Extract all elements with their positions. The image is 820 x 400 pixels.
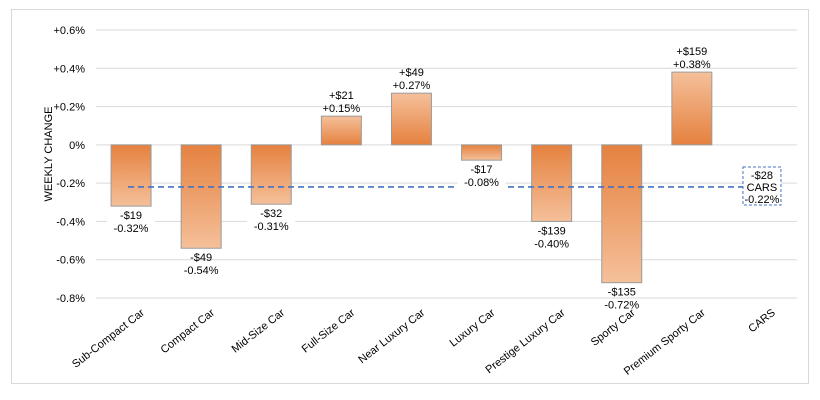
x-tick-label: Sporty Car <box>589 307 638 349</box>
data-labels: -$19-0.32% -$49-0.54% -$32-0.31% +$21+0.15%… <box>114 46 711 312</box>
bar-dollar-label: -$49 <box>190 252 212 264</box>
bar <box>180 144 222 249</box>
y-axis-label: WEEKLY CHANGE <box>43 107 55 202</box>
bar <box>671 71 713 146</box>
bar-percent-label: -0.72% <box>604 300 639 312</box>
x-tick-label: Sub-Compact Car <box>70 307 147 371</box>
reference-percent-label: -0.22% <box>745 194 780 206</box>
y-tick-label: -0.6% <box>56 255 85 267</box>
reference-dollar-label: -$28 <box>751 170 773 182</box>
x-tick-label: Near Luxury Car <box>356 307 427 366</box>
label-mask <box>107 208 156 237</box>
label-mask <box>247 206 296 235</box>
bar-percent-label: -0.40% <box>534 238 569 250</box>
y-tick-label: +0.6% <box>54 25 86 37</box>
bar-percent-label: -0.08% <box>464 177 499 189</box>
reference-label-box <box>742 166 782 206</box>
x-tick-label: Compact Car <box>159 307 218 357</box>
bars <box>110 71 713 284</box>
bar-percent-label: -0.32% <box>114 223 149 235</box>
label-mask <box>457 162 506 191</box>
bar-dollar-label: -$17 <box>471 164 493 176</box>
x-tick-label: Luxury Car <box>448 307 498 350</box>
x-tick-label: Mid-Size Car <box>230 307 288 356</box>
y-tick-label: -0.2% <box>56 178 85 190</box>
bar <box>250 144 292 205</box>
bar-percent-label: +0.15% <box>323 103 361 115</box>
bar-dollar-label: -$19 <box>120 210 142 222</box>
y-tick-label: -0.8% <box>56 293 85 305</box>
x-tick-label: CARS <box>746 307 777 335</box>
x-tick-label: Full-Size Car <box>300 307 358 356</box>
bar-percent-label: +0.27% <box>393 80 431 92</box>
y-tick-label: +0.2% <box>54 102 86 114</box>
bar-dollar-label: +$21 <box>329 90 354 102</box>
bar-percent-label: -0.31% <box>254 221 289 233</box>
bar <box>320 115 362 146</box>
bar-dollar-label: -$32 <box>260 208 282 220</box>
bar-dollar-label: +$159 <box>676 46 707 58</box>
bar <box>110 144 152 207</box>
bar-percent-label: +0.38% <box>673 59 711 71</box>
bar <box>531 144 573 222</box>
x-axis-categories: Sub-Compact Car Compact Car Mid-Size Car Fu… <box>70 307 778 378</box>
bar <box>601 144 643 284</box>
y-tick-label: +0.4% <box>54 63 86 75</box>
bar <box>461 144 503 161</box>
reference-name-label: CARS <box>747 182 778 194</box>
bar-percent-label: -0.54% <box>184 265 219 277</box>
bar-dollar-label: -$135 <box>608 287 636 299</box>
y-axis-ticks: +0.6% +0.4% +0.2% 0% -0.2% -0.4% -0.6% -0.8% <box>54 25 86 305</box>
y-tick-label: 0% <box>69 140 85 152</box>
bar <box>390 92 432 146</box>
bar-dollar-label: +$49 <box>399 67 424 79</box>
y-tick-label: -0.4% <box>56 216 85 228</box>
bar-dollar-label: -$139 <box>538 225 566 237</box>
